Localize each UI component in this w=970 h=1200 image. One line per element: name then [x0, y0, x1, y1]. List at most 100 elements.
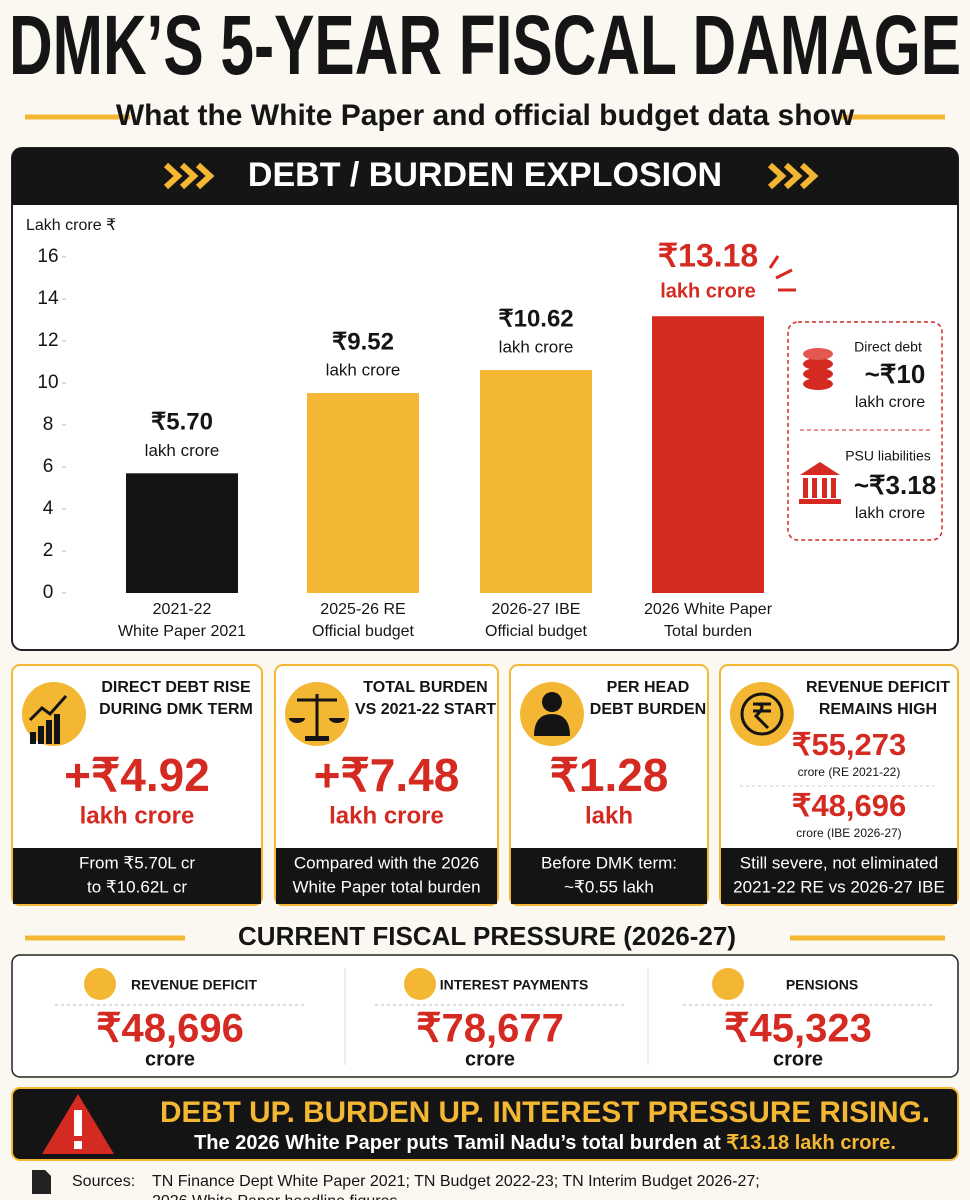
y-tick-label: 0 [43, 582, 54, 603]
icon-shape [38, 726, 44, 744]
bar [652, 316, 764, 593]
chart-header [12, 148, 958, 205]
card-footer-text: Still severe, not eliminated [740, 853, 938, 872]
card-note: crore (IBE 2026-27) [796, 826, 901, 840]
card-heading: PER HEAD [607, 679, 690, 696]
card-heading: VS 2021-22 START [355, 701, 496, 718]
pressure-value: ₹48,696 [96, 1007, 244, 1051]
breakdown-label: PSU liabilities [845, 448, 931, 464]
card-heading: DIRECT DEBT RISE [101, 679, 251, 696]
bar [126, 473, 238, 593]
y-tick-label: 12 [37, 330, 58, 351]
icon-shape [289, 718, 345, 723]
sources-label: Sources: [72, 1173, 135, 1190]
chevrons [163, 162, 819, 190]
pressure-label: INTEREST PAYMENTS [440, 977, 589, 993]
pressure-unit: crore [773, 1048, 823, 1070]
y-tick-label: 4 [43, 498, 54, 519]
card-footer [511, 848, 707, 904]
card-footer-text: Before DMK term: [541, 853, 677, 872]
y-tick-label: 14 [37, 288, 59, 309]
banner [11, 1087, 959, 1161]
x-tick-label: 2026 White Paper [644, 601, 773, 618]
card-footer-text: to ₹10.62L cr [87, 877, 187, 896]
y-axis-label: Lakh crore ₹ [26, 217, 116, 234]
chart-title: DEBT / BURDEN EXPLOSION [248, 156, 722, 194]
icon-shape [28, 695, 68, 722]
card-value: ₹1.28 [550, 749, 669, 801]
value-label: ₹9.52 [332, 328, 394, 355]
y-tick-label: 6 [43, 456, 54, 477]
card-unit: lakh [585, 802, 633, 829]
y-tick-label: 8 [43, 414, 54, 435]
x-tick-label: 2026-27 IBE [492, 601, 581, 618]
card-footer-text: ~₹0.55 lakh [564, 877, 654, 896]
card-heading: DURING DMK TERM [99, 701, 253, 718]
card-value: ₹55,273 [792, 727, 907, 762]
card-value: +₹7.48 [314, 749, 460, 801]
icon-shape [542, 692, 562, 712]
icon-shape [46, 720, 52, 744]
card-heading: DEBT BURDEN [590, 701, 706, 718]
subtitle: What the White Paper and official budget… [116, 99, 855, 132]
value-unit: lakh crore [326, 361, 401, 380]
pressure-label: PENSIONS [786, 977, 858, 993]
card-heading: REVENUE DEFICIT [806, 679, 950, 696]
coins-icon [803, 348, 833, 390]
card-footer-text: From ₹5.70L cr [79, 853, 195, 872]
bar [480, 369, 592, 593]
icon-shape [753, 702, 771, 730]
bank-icon [799, 462, 841, 504]
card-footer [276, 848, 497, 904]
card-value: +₹4.92 [64, 749, 210, 801]
card-footer [13, 848, 261, 904]
title: DMK’S 5-YEAR FISCAL DAMAGE [9, 0, 961, 92]
value-unit: lakh crore [499, 337, 574, 356]
pressure-unit: crore [145, 1048, 195, 1070]
card-unit: lakh crore [80, 802, 195, 829]
card-footer-text: White Paper total burden [292, 877, 480, 896]
banner-text: The 2026 White Paper puts Tamil Nadu’s t… [194, 1132, 896, 1154]
value-unit: lakh crore [660, 281, 756, 303]
x-tick-note: Official budget [485, 623, 588, 640]
icon-shape [305, 736, 329, 741]
breakdown-value: ~₹10 [865, 359, 926, 389]
card-heading: TOTAL BURDEN [363, 679, 487, 696]
pressure-icon [404, 968, 436, 1000]
breakdown-unit: lakh crore [855, 394, 925, 411]
cards [11, 664, 959, 906]
document-icon [32, 1170, 51, 1194]
card-icon [730, 682, 794, 746]
breakdown-unit: lakh crore [855, 505, 925, 522]
x-tick-note: Total burden [664, 623, 752, 640]
x-tick-note: White Paper 2021 [118, 623, 246, 640]
pressure-icon [84, 968, 116, 1000]
x-tick-label: 2021-22 [153, 601, 212, 618]
card-footer-text: Compared with the 2026 [294, 853, 479, 872]
x-tick-note: Official budget [312, 623, 415, 640]
y-tick-label: 2 [43, 540, 54, 561]
icon-shape [30, 732, 36, 744]
bar [307, 393, 419, 593]
warning-mark [74, 1110, 82, 1136]
icon-shape [740, 692, 784, 736]
pressure-value: ₹45,323 [724, 1007, 872, 1051]
value-label: ₹10.62 [498, 305, 573, 332]
card-note: crore (RE 2021-22) [798, 765, 901, 779]
value-label: ₹13.18 [658, 238, 758, 274]
card-footer-text: 2021-22 RE vs 2026-27 IBE [733, 877, 945, 896]
breakdown-label: Direct debt [854, 339, 922, 355]
banner-highlight: ₹13.18 lakh crore. [726, 1132, 896, 1154]
value-unit: lakh crore [145, 441, 220, 460]
pressure-unit: crore [465, 1048, 515, 1070]
icon-shape [54, 714, 60, 744]
card-value: ₹48,696 [792, 788, 907, 823]
y-tick-label: 10 [37, 372, 58, 393]
card-footer [721, 848, 957, 904]
warning-mark [74, 1141, 82, 1149]
card-unit: lakh crore [329, 802, 444, 829]
section-title: CURRENT FISCAL PRESSURE (2026-27) [238, 921, 736, 951]
card-heading: REMAINS HIGH [819, 701, 937, 718]
value-label: ₹5.70 [151, 409, 213, 436]
